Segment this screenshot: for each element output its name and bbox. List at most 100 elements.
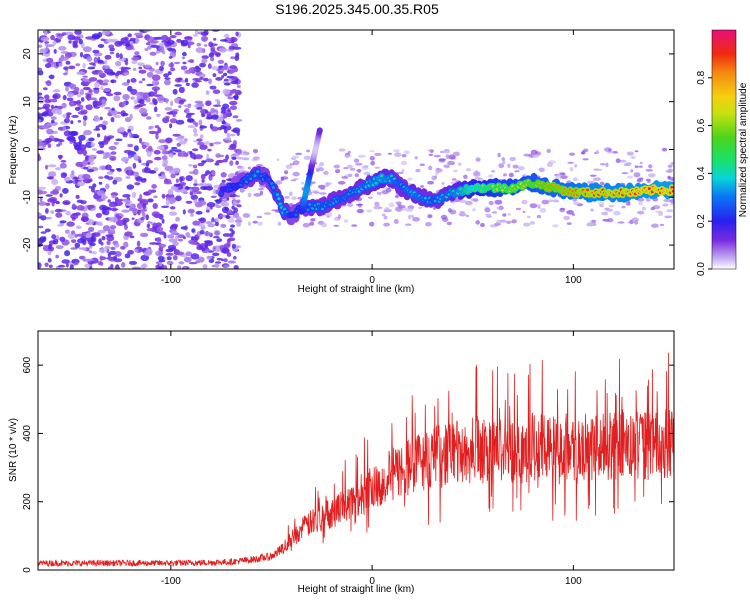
noise-speckle [126, 205, 130, 209]
noise-speckle [110, 117, 115, 123]
noise-speckle [599, 163, 606, 166]
noise-speckle [85, 105, 90, 110]
noise-speckle [475, 157, 481, 162]
noise-speckle [231, 205, 235, 210]
noise-speckle [149, 125, 154, 129]
noise-speckle [107, 199, 111, 203]
noise-speckle [196, 245, 204, 251]
noise-speckle [99, 142, 105, 149]
noise-speckle [38, 186, 46, 190]
noise-speckle [146, 228, 155, 232]
noise-speckle [79, 51, 84, 58]
noise-speckle [209, 123, 214, 129]
noise-speckle [174, 77, 182, 83]
noise-speckle [325, 182, 332, 186]
noise-speckle [633, 172, 641, 178]
noise-speckle [138, 69, 147, 74]
noise-speckle [667, 164, 673, 168]
noise-speckle [284, 195, 290, 199]
noise-speckle [52, 188, 59, 195]
noise-speckle [383, 215, 388, 220]
noise-speckle [438, 158, 446, 163]
noise-speckle [334, 169, 341, 174]
noise-speckle [89, 242, 96, 247]
spectrogram-marks [38, 30, 674, 269]
noise-speckle [344, 154, 352, 158]
ridge-core [294, 213, 298, 217]
noise-speckle [104, 175, 110, 179]
noise-speckle [509, 156, 516, 162]
noise-speckle [83, 129, 92, 136]
noise-speckle [174, 149, 182, 153]
noise-speckle [60, 160, 67, 163]
noise-speckle [546, 148, 551, 154]
noise-speckle [160, 205, 170, 208]
noise-speckle [229, 160, 234, 166]
noise-speckle [61, 102, 67, 109]
noise-speckle [170, 173, 176, 179]
noise-speckle [44, 262, 49, 267]
noise-speckle [213, 188, 217, 195]
noise-speckle [356, 208, 364, 214]
noise-speckle [66, 112, 72, 116]
noise-speckle [51, 178, 59, 185]
noise-speckle [215, 205, 222, 209]
noise-speckle [172, 88, 178, 95]
ridge-core [253, 174, 257, 178]
noise-speckle [521, 199, 528, 205]
noise-speckle [337, 214, 341, 220]
noise-speckle [532, 151, 536, 156]
noise-speckle [139, 193, 143, 201]
noise-speckle [115, 213, 120, 218]
noise-speckle [226, 252, 232, 257]
noise-speckle [50, 210, 55, 214]
noise-speckle [144, 47, 149, 52]
noise-speckle [77, 120, 82, 123]
colorbar-label: Normalized spectral amplitude [738, 82, 749, 217]
noise-speckle [69, 83, 75, 89]
noise-speckle [125, 176, 131, 179]
noise-speckle [68, 40, 72, 44]
noise-speckle [44, 228, 51, 233]
noise-speckle [170, 185, 179, 191]
noise-speckle [63, 72, 68, 76]
noise-speckle [91, 235, 95, 243]
noise-speckle [72, 139, 77, 144]
noise-speckle [156, 237, 162, 244]
noise-speckle [61, 32, 67, 36]
noise-speckle [548, 199, 554, 203]
noise-speckle [212, 252, 220, 257]
noise-speckle [165, 137, 173, 144]
noise-speckle [212, 245, 216, 252]
noise-speckle [433, 154, 441, 158]
noise-speckle [205, 206, 211, 210]
noise-speckle [217, 59, 225, 64]
noise-speckle [112, 179, 118, 185]
noise-speckle [225, 214, 230, 219]
noise-speckle [91, 251, 98, 255]
noise-speckle [442, 150, 450, 154]
noise-speckle [226, 178, 233, 182]
noise-speckle [129, 37, 136, 42]
noise-speckle [465, 214, 469, 218]
noise-speckle [347, 150, 351, 154]
noise-speckle [209, 142, 214, 147]
noise-speckle [140, 254, 150, 262]
noise-speckle [58, 62, 63, 67]
noise-speckle [141, 78, 146, 81]
noise-speckle [194, 30, 199, 35]
noise-speckle [176, 251, 185, 256]
noise-speckle [546, 162, 553, 168]
noise-speckle [368, 196, 373, 199]
y-tick-label: 10 [22, 96, 33, 108]
noise-speckle [85, 232, 92, 239]
noise-speckle [229, 143, 237, 149]
noise-speckle [122, 217, 130, 223]
noise-speckle [44, 99, 52, 103]
noise-speckle [136, 240, 141, 247]
noise-speckle [73, 261, 79, 266]
noise-speckle [666, 209, 674, 213]
noise-speckle [138, 80, 143, 84]
noise-speckle [227, 108, 231, 113]
noise-speckle [174, 31, 182, 36]
